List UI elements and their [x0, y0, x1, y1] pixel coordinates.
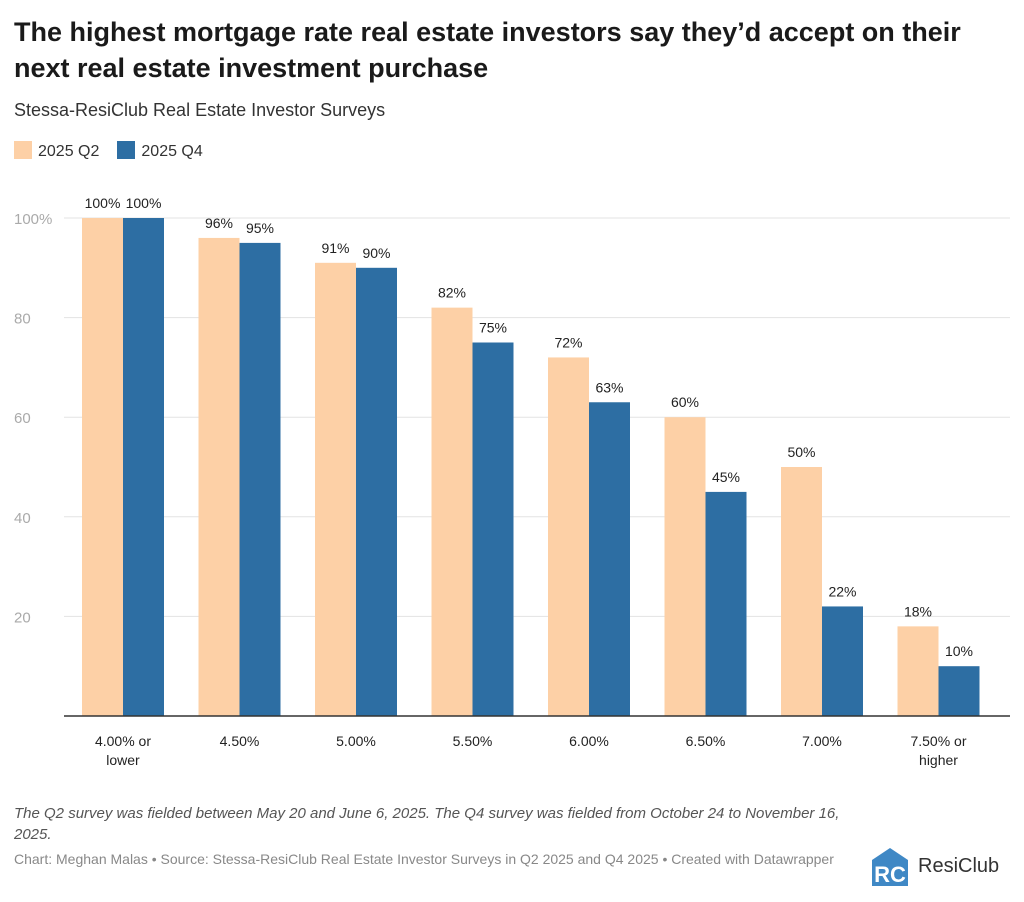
data-label: 75%	[479, 320, 507, 336]
x-tick-label: 7.00%	[802, 733, 842, 749]
bar-q4	[938, 666, 980, 716]
bar-q4	[356, 267, 397, 716]
bar-q2	[82, 218, 123, 716]
bar-q4	[822, 606, 863, 716]
y-tick-label: 100%	[14, 211, 52, 228]
x-tick-label: 5.50%	[453, 733, 493, 749]
chart-subtitle: Stessa-ResiClub Real Estate Investor Sur…	[14, 100, 386, 120]
bar-q4	[589, 402, 630, 716]
chart-title: The highest mortgage rate real estate in…	[14, 17, 961, 83]
x-tick-label: higher	[919, 752, 958, 768]
legend-swatch-q2	[14, 141, 32, 159]
y-tick-label: 60	[14, 410, 31, 427]
legend-swatch-q4	[117, 141, 136, 159]
svg-text:RC: RC	[874, 862, 906, 886]
x-tick-label: 7.50% or	[910, 733, 966, 749]
data-label: 90%	[362, 245, 390, 261]
data-label: 63%	[595, 379, 623, 395]
legend: 2025 Q2 2025 Q4	[14, 141, 203, 161]
data-label: 91%	[321, 240, 349, 256]
y-tick-label: 80	[14, 311, 31, 328]
bar-q2	[897, 626, 939, 716]
bar-q4	[239, 242, 281, 716]
x-tick-label: 4.00% or	[95, 733, 151, 749]
bar-q4	[705, 491, 747, 716]
data-label: 82%	[438, 285, 466, 301]
data-label: 45%	[712, 469, 740, 485]
x-tick-label: 4.50%	[220, 733, 260, 749]
x-tick-label: 6.00%	[569, 733, 609, 749]
x-tick-label: 5.00%	[336, 733, 376, 749]
data-label: 60%	[671, 394, 699, 410]
data-label: 18%	[904, 603, 932, 619]
footnote: The Q2 survey was fielded between May 20…	[14, 805, 840, 843]
legend-label-q4: 2025 Q4	[141, 143, 203, 160]
logo-text: ResiClub	[918, 854, 1000, 877]
data-label: 10%	[945, 643, 973, 659]
data-label: 72%	[554, 334, 582, 350]
bar-q2	[315, 262, 356, 716]
bar-q2	[198, 237, 240, 717]
legend-item-q4: 2025 Q4	[117, 141, 203, 161]
bar-q2	[781, 467, 822, 716]
bar-q4	[123, 218, 164, 716]
resiclub-logo-icon: RC	[872, 848, 908, 886]
credit-line: Chart: Meghan Malas • Source: Stessa-Res…	[14, 851, 834, 867]
bar-q2	[664, 417, 706, 716]
bar-q2	[548, 357, 589, 716]
data-label: 100%	[85, 195, 121, 211]
data-label: 100%	[126, 195, 162, 211]
resiclub-logo: RC ResiClub	[870, 846, 999, 886]
data-label: 96%	[205, 215, 233, 231]
x-tick-label: 6.50%	[686, 733, 726, 749]
y-tick-label: 40	[14, 510, 31, 527]
legend-label-q2: 2025 Q2	[38, 143, 100, 160]
x-tick-label: lower	[106, 752, 140, 768]
data-label: 95%	[246, 220, 274, 236]
legend-item-q2: 2025 Q2	[14, 141, 99, 161]
bar-q2	[431, 307, 473, 716]
data-label: 22%	[828, 583, 856, 599]
bar-q4	[472, 342, 514, 716]
bar-chart: 20 40 60 80 100% 100% 100% 4.00% or lower 96% 95% 4…	[14, 195, 1010, 768]
data-label: 50%	[787, 444, 815, 460]
y-tick-label: 20	[14, 609, 31, 626]
